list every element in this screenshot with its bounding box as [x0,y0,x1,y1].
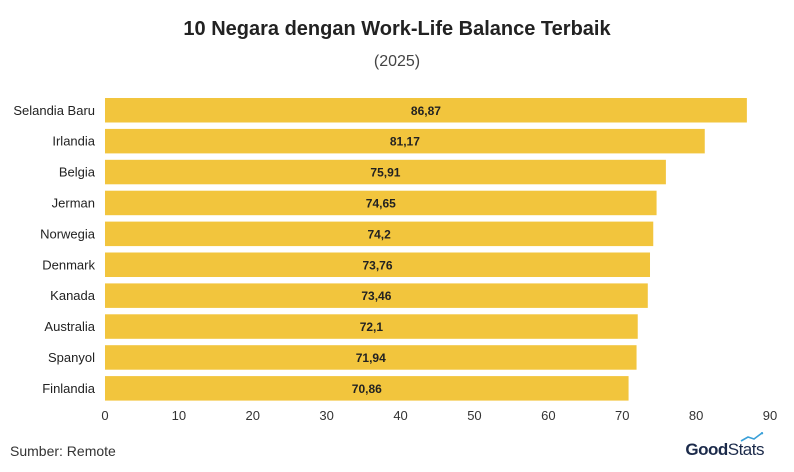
category-label: Irlandia [52,134,95,149]
x-tick-label: 50 [467,408,481,423]
category-label: Belgia [59,165,96,180]
x-tick-label: 20 [246,408,260,423]
category-label: Denmark [42,257,95,272]
value-label: 72,1 [360,320,384,334]
logo-chart-icon [740,432,764,442]
x-tick-label: 80 [689,408,703,423]
bar [105,98,747,123]
logo-text-good: Good [685,440,728,459]
value-label: 73,76 [362,258,392,272]
x-tick-label: 60 [541,408,555,423]
value-label: 70,86 [352,382,382,396]
x-tick-label: 10 [172,408,186,423]
bar [105,128,705,154]
category-label: Norwegia [40,226,96,241]
chart-subtitle: (2025) [373,53,421,70]
category-label: Australia [44,319,95,334]
value-label: 73,46 [361,289,391,303]
category-label: Spanyol [48,350,95,365]
bar [105,190,657,216]
bar [105,314,638,339]
bar [105,345,637,370]
bar [105,159,666,185]
category-label: Jerman [52,195,95,210]
logo-text-stats: Stats [727,440,765,459]
bar [105,283,648,308]
bar [105,252,651,277]
x-tick-label: 30 [319,408,333,423]
bar [105,376,629,401]
value-label: 81,17 [390,135,420,149]
x-tick-label: 90 [763,408,777,423]
x-tick-label: 40 [393,408,407,423]
value-label: 74,2 [367,227,391,241]
value-label: 75,91 [370,166,400,180]
category-label: Kanada [50,288,96,303]
category-label: Selandia Baru [13,103,95,118]
x-tick-label: 0 [101,408,108,423]
category-label: Finlandia [42,381,96,396]
bar [105,221,654,247]
goodstats-logo: GoodStats [685,440,764,460]
source-note: Sumber: Remote [10,443,116,459]
chart-title: 10 Negara dengan Work-Life Balance Terba… [183,18,611,40]
x-tick-label: 70 [615,408,629,423]
value-label: 71,94 [356,351,386,365]
value-label: 86,87 [411,104,441,118]
value-label: 74,65 [366,196,396,210]
